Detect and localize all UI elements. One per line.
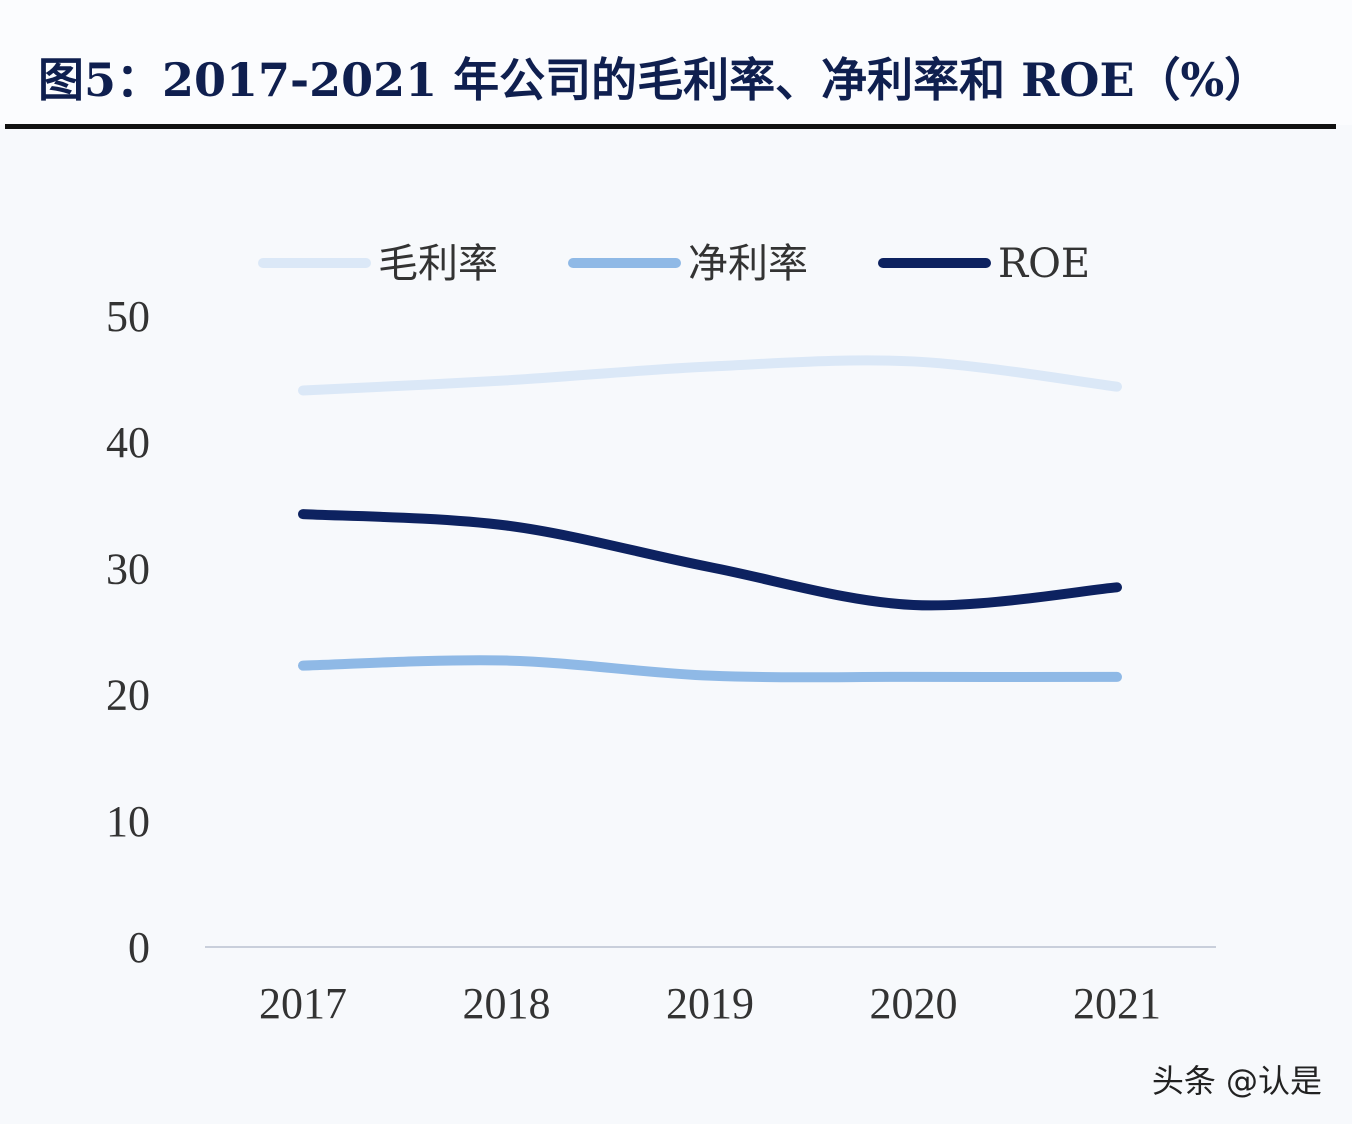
series-line-1	[298, 655, 1122, 683]
legend-label-1: 净利率	[688, 241, 808, 287]
series-line-0	[298, 355, 1122, 396]
y-tick-label: 50	[106, 292, 150, 341]
y-tick-label: 40	[106, 418, 150, 467]
x-tick-label: 2017	[259, 979, 347, 1028]
y-tick-label: 30	[106, 544, 150, 593]
title-rule	[5, 124, 1336, 129]
x-tick-label: 2020	[870, 979, 958, 1028]
x-tick-label: 2018	[463, 979, 551, 1028]
y-tick-label: 10	[106, 797, 150, 846]
y-tick-label: 0	[128, 923, 150, 972]
series-line-2	[298, 509, 1122, 611]
legend-label-2: ROE	[998, 241, 1090, 287]
chart-title: 图5：2017-2021 年公司的毛利率、净利率和 ROE（%）	[38, 53, 1271, 107]
x-tick-label: 2021	[1073, 979, 1161, 1028]
y-tick-label: 20	[106, 671, 150, 720]
legend-label-0: 毛利率	[378, 241, 498, 287]
watermark: 头条 @认是	[1151, 1062, 1322, 1100]
title-area: 图5：2017-2021 年公司的毛利率、净利率和 ROE（%）	[0, 0, 1352, 125]
x-tick-label: 2019	[666, 979, 754, 1028]
